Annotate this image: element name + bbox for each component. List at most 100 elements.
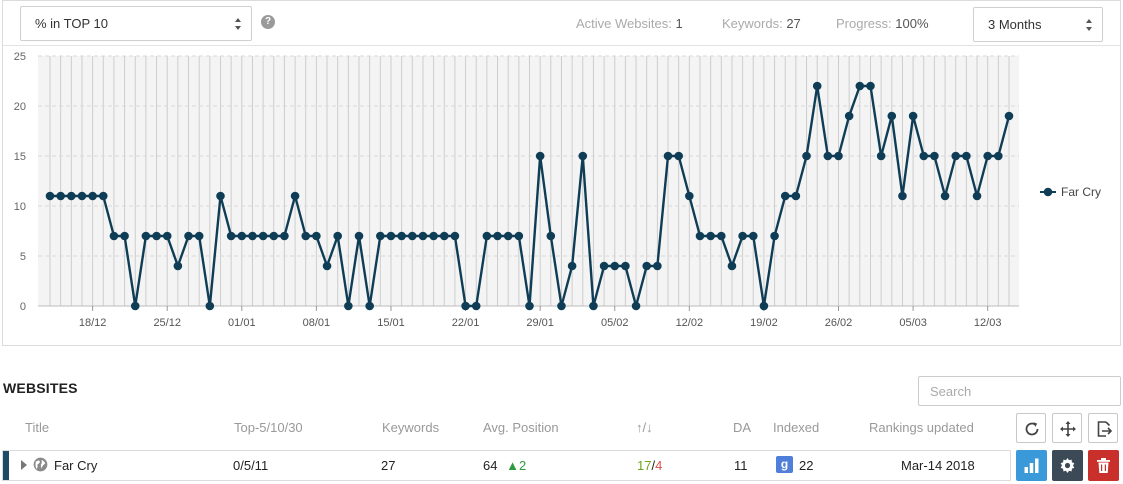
data-point[interactable]: [994, 151, 1003, 161]
data-point[interactable]: [237, 231, 247, 241]
data-point[interactable]: [1004, 111, 1014, 121]
data-point[interactable]: [663, 151, 673, 161]
data-point[interactable]: [983, 151, 992, 161]
expand-arrow-icon[interactable]: [20, 460, 28, 470]
data-point[interactable]: [642, 261, 652, 271]
data-point[interactable]: [216, 191, 225, 201]
data-point[interactable]: [130, 301, 140, 311]
data-point[interactable]: [205, 301, 215, 311]
data-point[interactable]: [514, 231, 524, 241]
data-point[interactable]: [258, 231, 268, 241]
col-avg-position[interactable]: Avg. Position: [483, 420, 559, 435]
data-point[interactable]: [493, 231, 502, 241]
data-point[interactable]: [717, 231, 726, 241]
data-point[interactable]: [162, 231, 172, 241]
data-point[interactable]: [567, 261, 577, 271]
data-point[interactable]: [471, 301, 481, 311]
legend-label[interactable]: Far Cry: [1061, 185, 1101, 199]
data-point[interactable]: [706, 231, 715, 241]
data-point[interactable]: [88, 191, 97, 201]
data-point[interactable]: [759, 301, 769, 311]
data-point[interactable]: [344, 301, 353, 311]
data-point[interactable]: [184, 231, 193, 241]
data-point[interactable]: [578, 151, 588, 161]
data-point[interactable]: [631, 301, 641, 311]
data-point[interactable]: [791, 191, 801, 201]
data-point[interactable]: [333, 231, 343, 241]
data-point[interactable]: [365, 301, 374, 311]
data-point[interactable]: [780, 191, 790, 201]
data-point[interactable]: [354, 231, 364, 241]
metric-select[interactable]: % in TOP 10: [20, 6, 252, 41]
data-point[interactable]: [461, 301, 470, 311]
data-point[interactable]: [770, 231, 779, 241]
data-point[interactable]: [951, 151, 961, 161]
data-point[interactable]: [535, 151, 545, 161]
data-point[interactable]: [834, 151, 843, 161]
move-button[interactable]: [1052, 413, 1082, 443]
data-point[interactable]: [322, 261, 332, 271]
data-point[interactable]: [386, 231, 396, 241]
data-point[interactable]: [887, 111, 897, 121]
data-point[interactable]: [621, 261, 630, 271]
data-point[interactable]: [919, 151, 929, 161]
chart-legend[interactable]: Far Cry: [1040, 185, 1101, 199]
data-point[interactable]: [674, 151, 683, 161]
data-point[interactable]: [439, 231, 449, 241]
data-point[interactable]: [120, 231, 129, 241]
search-input[interactable]: [918, 376, 1121, 406]
data-point[interactable]: [748, 231, 758, 241]
col-da[interactable]: DA: [733, 420, 752, 435]
delete-button[interactable]: [1088, 450, 1119, 481]
col-rankings-updated[interactable]: Rankings updated: [869, 420, 974, 435]
data-point[interactable]: [525, 301, 534, 311]
data-point[interactable]: [301, 231, 311, 241]
data-point[interactable]: [599, 261, 609, 271]
export-button[interactable]: [1088, 413, 1118, 443]
data-point[interactable]: [823, 151, 833, 161]
data-point[interactable]: [876, 151, 886, 161]
data-point[interactable]: [908, 111, 918, 121]
period-select[interactable]: 3 Months: [973, 7, 1103, 42]
data-point[interactable]: [812, 81, 822, 91]
data-point[interactable]: [418, 231, 428, 241]
data-point[interactable]: [866, 81, 875, 91]
data-point[interactable]: [45, 191, 55, 201]
help-icon[interactable]: ?: [261, 15, 275, 29]
data-point[interactable]: [962, 151, 971, 161]
col-title[interactable]: Title: [25, 420, 50, 435]
data-point[interactable]: [855, 81, 865, 91]
col-indexed[interactable]: Indexed: [773, 420, 820, 435]
data-point[interactable]: [141, 231, 151, 241]
data-point[interactable]: [685, 191, 694, 201]
data-point[interactable]: [844, 111, 854, 121]
data-point[interactable]: [67, 191, 76, 201]
data-point[interactable]: [77, 191, 87, 201]
data-point[interactable]: [56, 191, 65, 201]
col-top[interactable]: Top-5/10/30: [234, 420, 303, 435]
data-point[interactable]: [376, 231, 385, 241]
data-point[interactable]: [738, 231, 747, 241]
data-point[interactable]: [546, 231, 556, 241]
col-keywords[interactable]: Keywords: [382, 420, 440, 435]
data-point[interactable]: [194, 231, 204, 241]
data-point[interactable]: [503, 231, 513, 241]
data-point[interactable]: [98, 191, 108, 201]
data-point[interactable]: [173, 261, 183, 271]
refresh-button[interactable]: [1016, 413, 1046, 443]
data-point[interactable]: [226, 231, 236, 241]
data-point[interactable]: [727, 261, 737, 271]
row-title[interactable]: Far Cry: [54, 458, 98, 473]
data-point[interactable]: [802, 151, 811, 161]
data-point[interactable]: [450, 231, 460, 241]
data-point[interactable]: [290, 191, 300, 201]
col-up-down[interactable]: ↑/↓: [636, 420, 653, 435]
data-point[interactable]: [610, 261, 620, 271]
data-point[interactable]: [482, 231, 492, 241]
data-point[interactable]: [972, 191, 982, 201]
data-point[interactable]: [653, 261, 662, 271]
data-point[interactable]: [397, 231, 406, 241]
data-point[interactable]: [152, 231, 161, 241]
data-point[interactable]: [940, 191, 950, 201]
data-point[interactable]: [898, 191, 907, 201]
